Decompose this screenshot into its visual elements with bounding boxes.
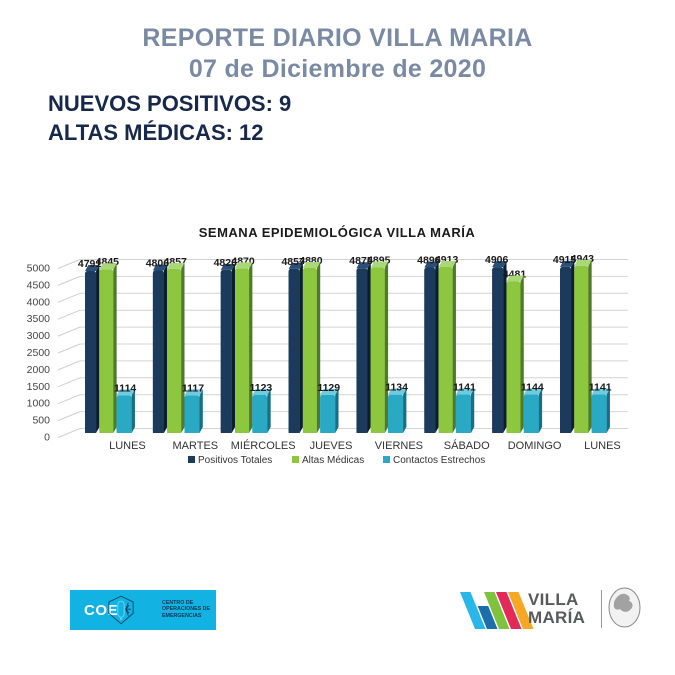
svg-text:0: 0 xyxy=(44,432,50,444)
svg-text:1123: 1123 xyxy=(249,382,272,394)
svg-text:1144: 1144 xyxy=(521,381,544,393)
svg-text:1000: 1000 xyxy=(27,398,51,410)
svg-text:SÁBADO: SÁBADO xyxy=(444,439,490,452)
svg-text:VIERNES: VIERNES xyxy=(375,440,423,452)
svg-text:1500: 1500 xyxy=(27,381,51,393)
svg-text:4875: 4875 xyxy=(349,255,373,267)
svg-text:4500: 4500 xyxy=(27,279,51,291)
svg-text:Contactos Estrechos: Contactos Estrechos xyxy=(393,455,485,466)
svg-text:Positivos Totales: Positivos Totales xyxy=(198,455,272,466)
svg-text:5000: 5000 xyxy=(27,263,51,275)
svg-text:JUEVES: JUEVES xyxy=(310,440,353,452)
svg-text:MARTES: MARTES xyxy=(172,440,218,452)
svg-text:LUNES: LUNES xyxy=(584,440,621,452)
svg-text:3500: 3500 xyxy=(27,313,51,325)
svg-text:1117: 1117 xyxy=(182,382,204,394)
svg-text:500: 500 xyxy=(32,415,50,427)
svg-text:MIÉRCOLES: MIÉRCOLES xyxy=(231,439,296,452)
svg-text:2000: 2000 xyxy=(27,364,51,376)
svg-text:DOMINGO: DOMINGO xyxy=(508,440,562,452)
svg-text:Altas Médicas: Altas Médicas xyxy=(302,455,364,466)
svg-text:SEMANA EPIDEMIOLÓGICA VILLA MA: SEMANA EPIDEMIOLÓGICA VILLA MARÍA xyxy=(199,225,476,240)
svg-text:1114: 1114 xyxy=(114,382,136,394)
svg-text:4896: 4896 xyxy=(417,255,441,267)
svg-text:4791: 4791 xyxy=(78,258,102,270)
svg-text:4826: 4826 xyxy=(214,257,238,269)
svg-text:4000: 4000 xyxy=(27,296,51,308)
svg-text:3000: 3000 xyxy=(27,330,51,342)
svg-text:1141: 1141 xyxy=(589,381,612,393)
svg-text:2500: 2500 xyxy=(27,347,51,359)
svg-text:4906: 4906 xyxy=(485,254,509,266)
svg-text:1141: 1141 xyxy=(453,381,476,393)
svg-text:4806: 4806 xyxy=(146,258,170,270)
svg-text:4915: 4915 xyxy=(553,254,577,266)
svg-text:LUNES: LUNES xyxy=(109,440,146,452)
svg-text:4857: 4857 xyxy=(281,256,305,268)
svg-text:1134: 1134 xyxy=(385,382,408,394)
svg-text:1129: 1129 xyxy=(317,382,340,394)
